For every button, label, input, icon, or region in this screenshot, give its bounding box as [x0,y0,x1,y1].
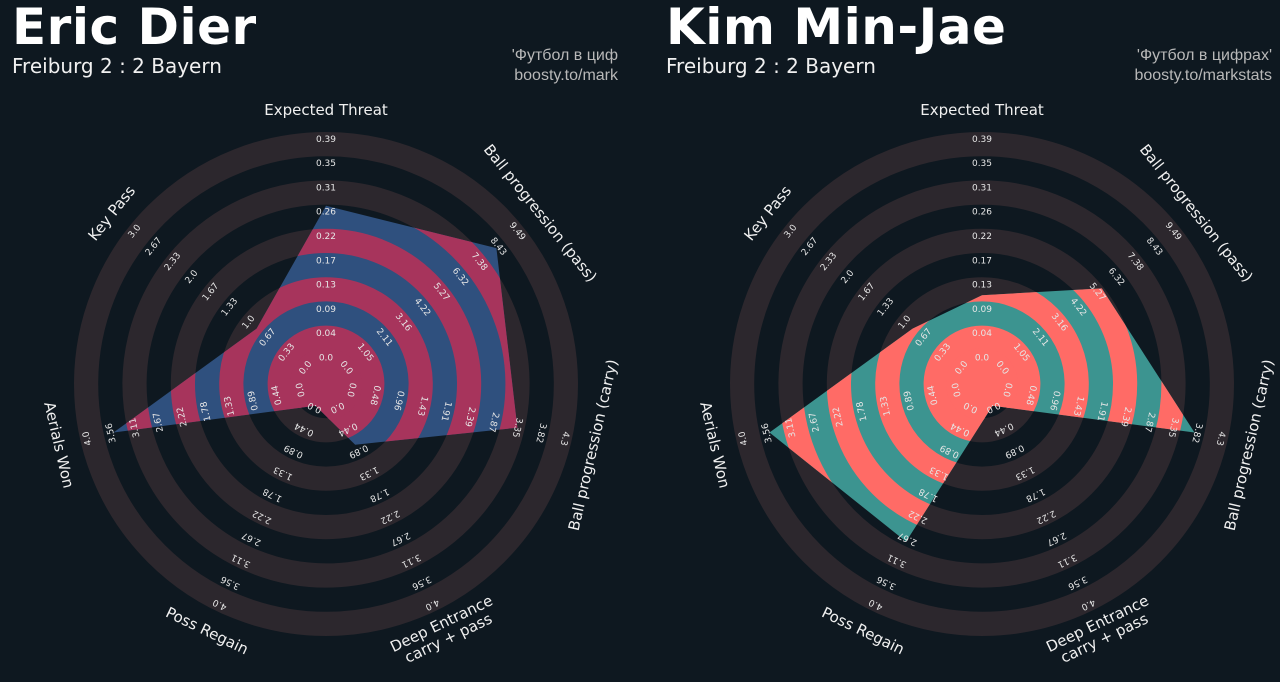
tick-label: 3.82 [1189,422,1203,444]
tick-label: 0.0 [951,381,964,397]
tick-label: 0.22 [972,232,992,242]
tick-label: 1.43 [415,395,429,417]
tick-label: 2.22 [832,406,846,428]
radar-chart: 0.0 0.04 0.09 0.13 0.17 0.22 0.26 0.31 0.35 0.39 0… [696,101,1277,667]
axis-label-line: Aerials Won [40,400,77,490]
tick-label: 0.13 [972,281,992,291]
tick-label: 0.48 [367,384,381,406]
tick-label: 0.04 [972,329,992,339]
credit-line-2: boosty.to/mark [514,67,618,84]
tick-label: 0.44 [270,384,284,406]
tick-label: 1.33 [879,395,893,417]
radar-panel-kim-min-jae: Kim Min-Jae Freiburg 2 : 2 Bayern 'Футбо… [656,0,1280,682]
tick-label: 0.17 [316,256,336,266]
tick-label: 0.35 [972,159,992,169]
tick-label: 0.0 [319,354,334,364]
player-title: Kim Min-Jae [666,0,1007,56]
tick-label: 4.0 [81,430,94,446]
tick-label: 0.0 [295,381,308,397]
match-subtitle: Freiburg 2 : 2 Bayern [666,54,876,78]
match-subtitle: Freiburg 2 : 2 Bayern [12,54,222,78]
ring-band [74,132,578,636]
tick-label: 3.11 [784,417,798,439]
tick-label: 0.31 [316,183,336,193]
tick-label: 2.87 [1142,411,1156,433]
tick-label: 0.0 [344,382,357,398]
tick-label: 4.3 [558,430,571,446]
tick-label: 3.11 [128,417,142,439]
tick-label: 0.09 [972,305,992,315]
tick-label: 2.67 [808,411,822,433]
tick-label: 2.22 [176,406,190,428]
axis-label-line: Expected Threat [264,101,388,119]
tick-label: 0.22 [316,232,336,242]
tick-label: 0.26 [972,208,992,218]
tick-label: 2.39 [1118,406,1132,428]
tick-label: 1.33 [223,395,237,417]
axis-label-line: Expected Threat [920,101,1044,119]
credit-line-1: 'Футбол в цифрах' [1136,47,1272,64]
tick-label: 0.39 [972,135,992,145]
tick-label: 2.39 [462,406,476,428]
tick-label: 0.44 [926,384,940,406]
tick-label: 4.0 [737,430,750,446]
tick-label: 3.56 [760,422,774,444]
ring-band [122,180,530,588]
credit: 'Футбол в циф boosty.to/mark [512,46,618,86]
axis-label: Aerials Won [40,400,77,490]
tick-label: 0.89 [903,389,917,411]
tick-label: 0.35 [316,159,336,169]
tick-label: 3.82 [533,422,547,444]
axis-label: Aerials Won [696,400,733,490]
axis-label: Expected Threat [264,101,388,119]
polygon-center [290,348,362,420]
tick-label: 0.96 [391,390,405,412]
tick-label: 0.31 [972,183,992,193]
tick-label: 3.56 [104,422,118,444]
tick-label: 0.0 [975,354,990,364]
credit-line-1: 'Футбол в циф [511,47,618,64]
polygon-center [946,348,1018,420]
polygon-ring-band [219,277,433,445]
tick-label: 0.09 [316,305,336,315]
ring-band [778,180,1186,588]
axis-label-line: Aerials Won [696,400,733,490]
tick-label: 1.91 [1095,400,1109,422]
tick-labels: 0.0 0.04 0.09 0.13 0.17 0.22 0.26 0.31 0.35 0.39 0… [737,135,1226,612]
tick-label: 0.89 [247,389,261,411]
tick-label: 1.78 [199,400,213,422]
tick-label: 0.26 [316,208,336,218]
tick-label: 3.35 [1166,417,1180,439]
radar-panel-eric-dier: Eric Dier Freiburg 2 : 2 Bayern 'Футбол … [0,0,620,682]
tick-label: 4.3 [1214,430,1227,446]
polygon-ring-band [170,228,482,445]
tick-label: 0.17 [972,256,992,266]
tick-label: 0.0 [1000,382,1013,398]
credit-line-2: boosty.to/markstats [1134,67,1272,84]
tick-label: 3.35 [510,417,524,439]
tick-label: 1.78 [855,400,869,422]
axis-label: Expected Threat [920,101,1044,119]
ring-band [730,132,1234,636]
credit: 'Футбол в цифрах' boosty.to/markstats [1134,46,1272,86]
radar-chart: 0.0 0.04 0.09 0.13 0.17 0.22 0.26 0.31 0.35 0.39 0… [40,101,620,667]
tick-label: 0.96 [1047,390,1061,412]
player-title: Eric Dier [12,0,257,56]
tick-label: 0.13 [316,281,336,291]
tick-label: 1.91 [439,400,453,422]
tick-label: 2.67 [152,411,166,433]
tick-label: 2.87 [486,411,500,433]
tick-label: 0.48 [1023,384,1037,406]
tick-label: 0.04 [316,329,336,339]
tick-label: 1.43 [1071,395,1085,417]
tick-label: 0.39 [316,135,336,145]
